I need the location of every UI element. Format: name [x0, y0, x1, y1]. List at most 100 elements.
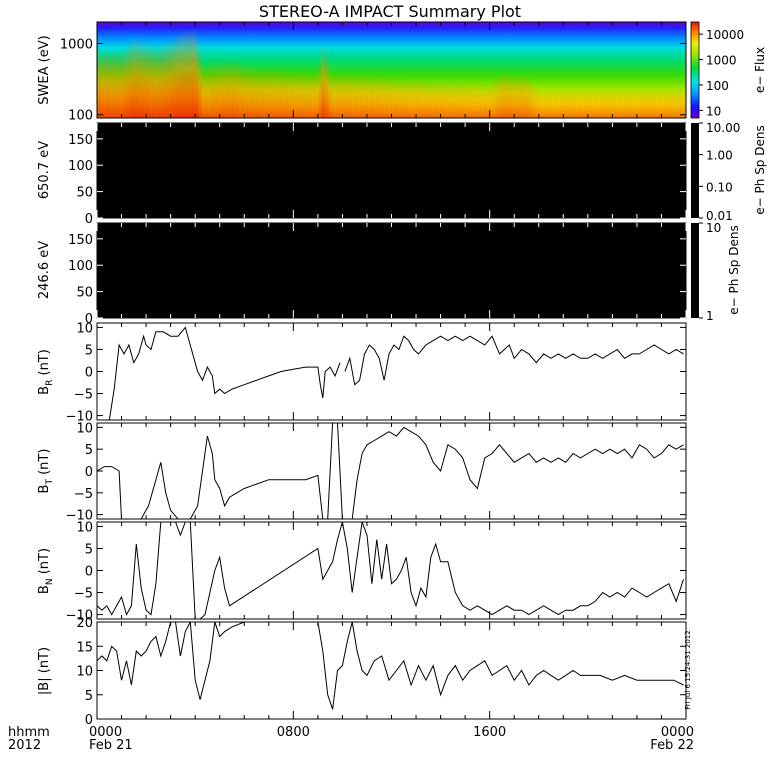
swea-intensity-column [259, 66, 264, 118]
swea-intensity-column [508, 72, 512, 118]
bn-series-line [97, 522, 684, 619]
swea-intensity-column [630, 89, 635, 118]
swea-intensity-column [532, 83, 537, 118]
swea-intensity-column [465, 82, 469, 118]
swea-intensity-column [409, 79, 414, 118]
bt-panel: −10 −5 0 5 10 BT (nT) [37, 421, 687, 524]
swea-intensity-column [655, 89, 659, 118]
swea-intensity-column [265, 67, 270, 118]
bt-frame [96, 422, 687, 520]
swea-intensity-column [526, 76, 530, 118]
pad-650-ylabel: 650.7 eV [37, 141, 52, 199]
swea-intensity-column [627, 89, 632, 118]
colorbar-tick-label: 100 [706, 79, 729, 93]
swea-intensity-column [406, 78, 411, 118]
swea-intensity-column [339, 72, 343, 118]
colorbar-tick-label: 10000 [706, 28, 744, 42]
swea-intensity-column [354, 73, 359, 118]
swea-intensity-column [262, 67, 267, 118]
pad-246-image [96, 222, 687, 319]
swea-intensity-column [327, 61, 331, 118]
swea-intensity-column [198, 50, 202, 118]
swea-intensity-column [575, 89, 580, 118]
br-y-ticks: −10 −5 0 5 10 [66, 321, 686, 425]
swea-intensity-column [388, 76, 392, 118]
y-tick-label: 5 [85, 689, 93, 704]
pad-246-colorbar-ticks: 10 1 [699, 221, 721, 323]
swea-intensity-column [333, 74, 337, 118]
swea-intensity-column [360, 74, 365, 118]
colorbar-tick-label: 1.00 [706, 149, 733, 163]
swea-intensity-column [498, 73, 503, 118]
y-tick-label: 5 [85, 443, 93, 458]
swea-intensity-column [492, 79, 497, 118]
swea-intensity-column [462, 82, 466, 118]
pad-246-ylabel: 246.6 eV [37, 241, 52, 299]
bmag-frame [96, 621, 687, 720]
swea-intensity-column [609, 89, 613, 118]
swea-intensity-column [189, 27, 193, 118]
x-tick-label: 0000 [89, 725, 122, 740]
swea-intensity-column [127, 41, 132, 118]
swea-intensity-column [192, 27, 196, 118]
swea-intensity-column [207, 63, 211, 118]
swea-intensity-column [195, 34, 199, 118]
swea-intensity-column [348, 72, 353, 118]
swea-intensity-column [554, 89, 558, 118]
swea-intensity-column [636, 89, 641, 118]
swea-intensity-column [538, 89, 543, 118]
swea-intensity-column [324, 50, 328, 118]
swea-intensity-column [397, 77, 402, 118]
swea-intensity-column [403, 78, 408, 118]
swea-intensity-column [179, 30, 184, 118]
swea-intensity-column [370, 74, 374, 118]
swea-intensity-column [256, 66, 260, 118]
br-frame [96, 322, 687, 421]
swea-intensity-columns [97, 27, 686, 118]
bn-y-ticks: −10 −5 0 5 10 [66, 520, 686, 624]
swea-intensity-column [182, 29, 187, 118]
y-tick-label: 0 [85, 366, 93, 381]
swea-intensity-column [416, 79, 420, 118]
pad-246-colorbar-label: e− Ph Sp Dens [727, 225, 741, 314]
bt-y-ticks: −10 −5 0 5 10 [66, 421, 686, 524]
swea-intensity-column [253, 66, 257, 118]
colorbar-tick-label: 10 [706, 104, 721, 118]
swea-intensity-column [679, 89, 684, 118]
swea-intensity-column [452, 82, 457, 118]
x-tick-label: 0800 [277, 725, 310, 740]
swea-intensity-column [216, 61, 221, 118]
swea-intensity-column [336, 73, 340, 118]
swea-intensity-column [541, 89, 546, 118]
y-tick-label: 5 [85, 542, 93, 557]
swea-intensity-column [523, 74, 527, 118]
swea-intensity-column [320, 43, 325, 118]
y-tick-label: 0 [85, 465, 93, 480]
colorbar-tick-label: 1 [706, 309, 714, 323]
swea-intensity-column [185, 28, 190, 118]
swea-intensity-column [621, 89, 626, 118]
pad-246-panel: 0 50 100 150 246.6 eV 10 1 e− Ph Sp Dens [37, 221, 741, 327]
pad-650-colorbar-label: e− Ph Sp Dens [753, 125, 767, 214]
swea-intensity-column [302, 70, 307, 118]
swea-intensity-column [103, 49, 107, 118]
swea-intensity-column [170, 38, 175, 118]
swea-intensity-column [363, 74, 368, 118]
swea-intensity-column [167, 39, 172, 118]
y-tick-label: 10 [76, 421, 93, 436]
swea-intensity-column [357, 73, 362, 118]
swea-intensity-column [161, 42, 165, 118]
swea-intensity-column [658, 89, 662, 118]
swea-intensity-column [238, 62, 242, 118]
bmag-ylabel: |B| (nT) [37, 647, 52, 695]
swea-intensity-column [146, 42, 150, 118]
y-tick-label: 0 [85, 713, 93, 728]
swea-intensity-column [394, 77, 399, 118]
swea-intensity-column [274, 68, 279, 118]
bmag-y-ticks: 0 5 10 15 20 [76, 616, 686, 728]
swea-intensity-column [474, 83, 478, 118]
swea-intensity-column [600, 89, 604, 118]
swea-colorbar-label: e− Flux [753, 47, 767, 93]
swea-intensity-column [471, 83, 475, 118]
y-tick-label: 10 [76, 665, 93, 680]
